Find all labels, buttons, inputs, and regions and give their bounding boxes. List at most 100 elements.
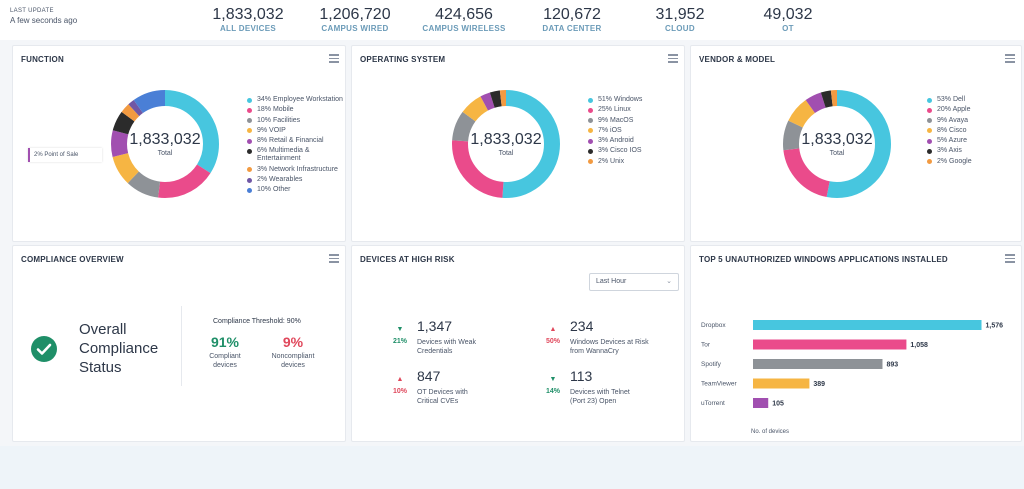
donut-center: 1,833,032 Total xyxy=(129,131,200,157)
legend-item[interactable]: 3% Axis xyxy=(927,147,1017,155)
function-legend: 34% Employee Workstation 18% Mobile 10% Fa… xyxy=(247,96,343,197)
donut-slice[interactable] xyxy=(452,90,560,198)
legend-item[interactable]: 20% Apple xyxy=(927,106,1017,114)
menu-icon[interactable] xyxy=(329,254,339,263)
legend-label: 51% Windows xyxy=(598,96,643,103)
menu-icon[interactable] xyxy=(329,54,339,63)
legend-item[interactable]: 8% Cisco xyxy=(927,127,1017,135)
donut-slice[interactable] xyxy=(783,90,891,198)
bar[interactable] xyxy=(753,398,769,408)
legend-color-dot xyxy=(927,118,932,124)
stat-campus-wired[interactable]: 1,206,720 CAMPUS WIRED xyxy=(319,6,390,33)
legend-item[interactable]: 8% Retail & Financial xyxy=(247,137,343,145)
stat-label: CAMPUS WIRED xyxy=(321,24,389,33)
legend-item[interactable]: 10% Facilities xyxy=(247,117,343,125)
summary-bar: LAST UPDATE A few seconds ago 1,833,032 … xyxy=(0,0,1024,40)
donut-slice[interactable] xyxy=(111,90,219,198)
bar-category-label: TeamViewer xyxy=(701,381,737,388)
donut-slice[interactable] xyxy=(111,90,219,198)
stat-ot[interactable]: 49,032 OT xyxy=(764,6,813,33)
legend-item[interactable]: 9% MacOS xyxy=(588,117,680,125)
chart-tooltip: 2% Point of Sale xyxy=(28,148,102,162)
stat-label: DATA CENTER xyxy=(542,24,602,33)
donut-total-value: 1,833,032 xyxy=(129,131,201,148)
noncompliant-value: 9% xyxy=(282,334,304,350)
os-panel: OPERATING SYSTEM 1,833,032 Total 51% Win… xyxy=(351,45,685,242)
risk-value[interactable]: 847 xyxy=(417,368,441,384)
legend-item[interactable]: 3% Cisco IOS xyxy=(588,147,680,155)
stat-all-devices[interactable]: 1,833,032 ALL DEVICES xyxy=(212,6,283,33)
overall-status-heading: Overall Compliance Status xyxy=(79,320,158,377)
legend-color-dot xyxy=(927,128,932,134)
stat-data-center[interactable]: 120,672 DATA CENTER xyxy=(542,6,601,33)
legend-item[interactable]: 2% Unix xyxy=(588,158,680,166)
stat-cloud[interactable]: 31,952 CLOUD xyxy=(656,6,705,33)
legend-color-dot xyxy=(927,97,932,103)
legend-item[interactable]: 53% Dell xyxy=(927,96,1017,104)
legend-item[interactable]: 25% Linux xyxy=(588,106,680,114)
time-range-select[interactable]: Last Hour ⌄ xyxy=(589,273,679,291)
legend-label: 2% Google xyxy=(937,157,972,165)
risk-panel: DEVICES AT HIGH RISK Last Hour ⌄ ▼ 21% 1… xyxy=(351,245,685,442)
stat-campus-wireless[interactable]: 424,656 CAMPUS WIRELESS xyxy=(422,6,505,33)
status-line: Status xyxy=(79,359,122,376)
bar[interactable] xyxy=(753,378,810,389)
check-circle-icon xyxy=(31,336,57,362)
risk-description: Devices with Weak Credentials xyxy=(417,339,477,355)
x-axis-label: No. of devices xyxy=(751,429,790,435)
legend-item[interactable]: 2% Wearables xyxy=(247,176,343,184)
legend-label: 2% Unix xyxy=(598,157,625,165)
arrow-down-icon: ▼ xyxy=(549,376,557,383)
stat-value: 424,656 xyxy=(435,6,493,23)
risk-description: OT Devices with Critical CVEs xyxy=(417,389,468,405)
risk-value[interactable]: 1,347 xyxy=(417,318,453,334)
stat-label: CLOUD xyxy=(665,24,695,33)
vendor-donut-chart[interactable] xyxy=(777,84,897,204)
menu-icon[interactable] xyxy=(1005,254,1015,263)
legend-item[interactable]: 3% Network Infrastructure xyxy=(247,166,343,174)
legend-item[interactable]: 9% Avaya xyxy=(927,117,1017,125)
bar[interactable] xyxy=(753,359,883,369)
legend-label: 53% Dell xyxy=(937,96,966,103)
stat-label: ALL DEVICES xyxy=(219,24,277,33)
bar-value-label: 893 xyxy=(886,362,898,369)
legend-item[interactable]: 18% Mobile xyxy=(247,106,343,114)
legend-label: 9% VOIP xyxy=(257,126,286,134)
legend-item[interactable]: 10% Other xyxy=(247,186,343,194)
legend-label: 7% iOS xyxy=(598,126,622,134)
legend-label: 10% Other xyxy=(257,186,291,194)
bar-category-label: Dropbox xyxy=(701,322,726,329)
bar-category-label: Spotify xyxy=(701,361,722,368)
menu-icon[interactable] xyxy=(1005,54,1015,63)
bar[interactable] xyxy=(753,320,982,330)
legend-color-dot xyxy=(588,97,593,103)
stat-label: OT xyxy=(782,24,794,33)
os-donut-chart[interactable] xyxy=(446,84,566,204)
legend-color-dot xyxy=(247,148,252,154)
legend-item[interactable]: 3% Android xyxy=(588,137,680,145)
legend-label: 3% Cisco IOS xyxy=(598,147,642,155)
risk-value[interactable]: 113 xyxy=(570,368,593,384)
risk-value[interactable]: 234 xyxy=(570,318,594,334)
legend-label: 5% Azure xyxy=(937,137,967,145)
menu-icon[interactable] xyxy=(668,54,678,63)
panel-title: OPERATING SYSTEM xyxy=(360,55,446,64)
legend-item[interactable]: 5% Azure xyxy=(927,137,1017,145)
legend-label: 25% Linux xyxy=(598,106,631,114)
panel-title: COMPLIANCE OVERVIEW xyxy=(21,255,124,264)
donut-slice[interactable] xyxy=(783,90,891,198)
donut-slice[interactable] xyxy=(111,90,219,198)
legend-color-dot xyxy=(927,148,932,154)
donut-slice[interactable] xyxy=(452,90,560,198)
legend-item[interactable]: 9% VOIP xyxy=(247,127,343,135)
legend-item[interactable]: 34% Employee Workstation xyxy=(247,96,343,104)
donut-total-label: Total xyxy=(829,150,845,157)
legend-item[interactable]: 2% Google xyxy=(927,158,1017,166)
legend-item[interactable]: 51% Windows xyxy=(588,96,680,104)
function-donut-chart[interactable] xyxy=(105,84,225,204)
bar[interactable] xyxy=(753,339,907,350)
noncompliant-stat: 9% Noncompliant devices xyxy=(263,334,323,370)
legend-item[interactable]: 6% Multimedia & Entertainment xyxy=(247,147,343,163)
legend-item[interactable]: 7% iOS xyxy=(588,127,680,135)
bar-value-label: 1,576 xyxy=(986,323,1004,330)
